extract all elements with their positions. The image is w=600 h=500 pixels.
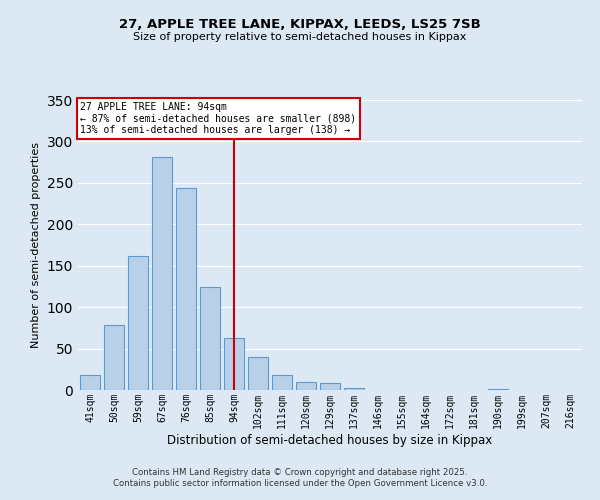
Bar	[272, 375, 292, 390]
Text: Size of property relative to semi-detached houses in Kippax: Size of property relative to semi-detach…	[133, 32, 467, 42]
Bar	[80, 375, 100, 390]
Text: 27 APPLE TREE LANE: 94sqm
← 87% of semi-detached houses are smaller (898)
13% of: 27 APPLE TREE LANE: 94sqm ← 87% of semi-…	[80, 102, 356, 135]
Text: 27, APPLE TREE LANE, KIPPAX, LEEDS, LS25 7SB: 27, APPLE TREE LANE, KIPPAX, LEEDS, LS25…	[119, 18, 481, 30]
Y-axis label: Number of semi-detached properties: Number of semi-detached properties	[31, 142, 41, 348]
Bar	[200, 288, 220, 390]
Bar	[152, 157, 172, 390]
X-axis label: Distribution of semi-detached houses by size in Kippax: Distribution of semi-detached houses by …	[167, 434, 493, 446]
Bar	[320, 384, 340, 390]
Bar	[224, 338, 244, 390]
Bar	[488, 389, 508, 390]
Bar	[344, 388, 364, 390]
Bar	[128, 256, 148, 390]
Bar	[104, 324, 124, 390]
Bar	[176, 188, 196, 390]
Bar	[296, 382, 316, 390]
Text: Contains HM Land Registry data © Crown copyright and database right 2025.
Contai: Contains HM Land Registry data © Crown c…	[113, 468, 487, 487]
Bar	[248, 357, 268, 390]
